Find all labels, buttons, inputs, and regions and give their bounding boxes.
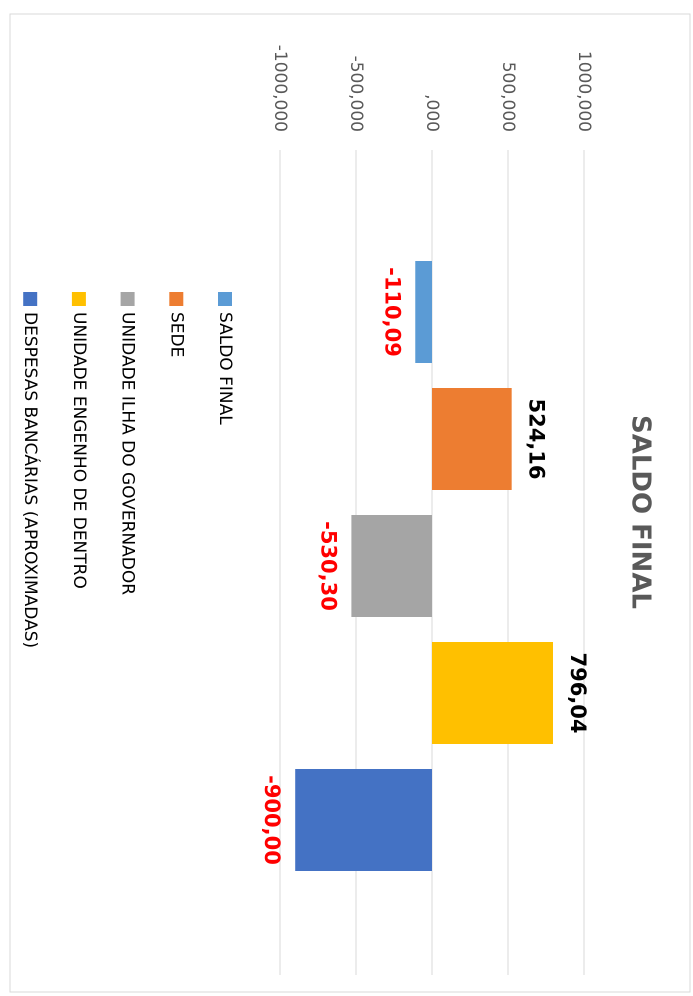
bar [295, 769, 432, 871]
data-label: -530,30 [316, 521, 340, 611]
legend-label: UNIDADE ILHA DO GOVERNADOR [118, 312, 138, 595]
legend-swatch [218, 292, 232, 306]
y-tick-label: -1000,000 [270, 45, 290, 132]
bar [415, 261, 432, 363]
bar [432, 642, 553, 744]
y-tick-label: -500,000 [346, 56, 366, 132]
data-label: -110,09 [380, 267, 404, 357]
legend-swatch [120, 292, 135, 306]
data-label: -900,00 [260, 775, 284, 865]
legend-swatch [23, 292, 38, 306]
legend-swatch [169, 292, 184, 306]
legend-label: SALDO FINAL [215, 312, 235, 425]
legend-swatch [71, 292, 86, 306]
legend-label: DESPESAS BANCÁRIAS (APROXIMADAS) [20, 312, 42, 648]
data-label: 524,16 [525, 398, 549, 479]
chart-title: SALDO FINAL [626, 415, 656, 609]
legend-label: SEDE [166, 312, 186, 357]
rotated-chart: SALDO FINAL -1000,000 -500,000 ,000 500,000… [9, 13, 691, 993]
chart-border [9, 13, 691, 993]
y-tick-label: ,000 [422, 94, 442, 132]
y-tick-label: 500,000 [498, 62, 518, 132]
bar [351, 515, 432, 617]
data-label: 796,04 [566, 652, 590, 733]
legend-label: UNIDADE ENGENHO DE DENTRO [69, 312, 89, 589]
bar [432, 388, 512, 490]
y-tick-label: 1000,000 [574, 51, 594, 132]
